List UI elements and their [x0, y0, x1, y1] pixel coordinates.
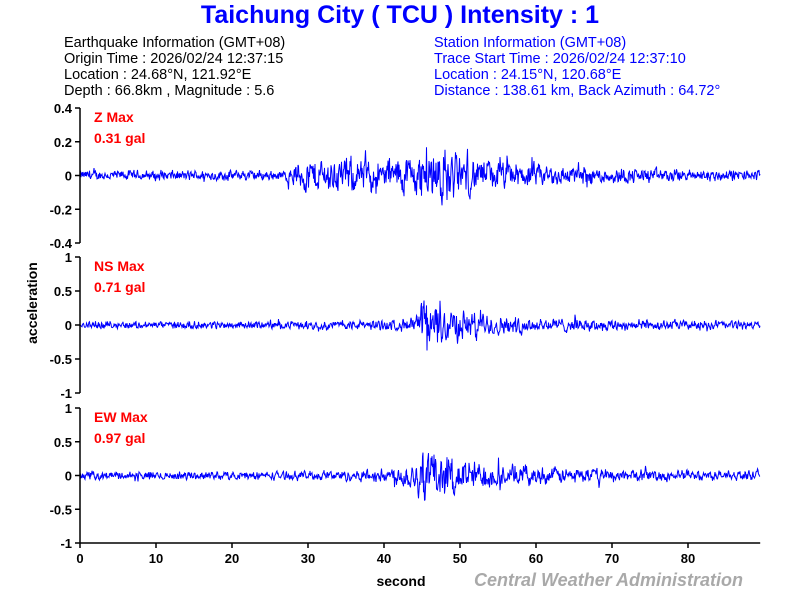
y-tick-label: 0.5 [54, 284, 72, 299]
station-info-heading: Station Information (GMT+08) [434, 35, 627, 51]
chart-title: Taichung City ( TCU ) Intensity : 1 [200, 1, 600, 29]
y-tick-label: 0.2 [54, 135, 72, 150]
x-tick-label: 30 [301, 551, 315, 566]
x-tick-label: 70 [605, 551, 619, 566]
y-tick-label: -1 [60, 386, 72, 401]
max-label-z: Z Max [94, 109, 134, 125]
y-tick-label: -0.5 [50, 502, 72, 517]
y-tick-label: 1 [65, 401, 72, 416]
y-tick-label: -0.2 [50, 202, 72, 217]
y-tick-label: 1 [65, 250, 72, 265]
y-tick-label: -1 [60, 536, 72, 551]
station-info: Station Information (GMT+08) Trace Start… [434, 35, 720, 99]
panel-ns: 1 0.5 0 -0.5 -1 NS Max 0.71 gal [50, 250, 761, 401]
max-label-ew: EW Max [94, 409, 148, 425]
waveform-ns [79, 300, 761, 351]
x-tick-label: 60 [529, 551, 543, 566]
max-label-ns: NS Max [94, 258, 145, 274]
station-location: Location : 24.15°N, 120.68°E [434, 67, 622, 83]
x-axis-title: second [376, 573, 425, 589]
x-tick-label: 40 [377, 551, 391, 566]
depth-magnitude: Depth : 66.8km , Magnitude : 5.6 [64, 83, 275, 99]
distance-azimuth: Distance : 138.61 km, Back Azimuth : 64.… [434, 83, 721, 99]
panel-z: 0.4 0.2 0 -0.2 -0.4 Z Max 0.31 gal [50, 101, 761, 251]
max-value-ns: 0.71 gal [94, 279, 145, 295]
waveform-ew [79, 452, 761, 501]
x-tick-label: 0 [76, 551, 83, 566]
trace-start-time: Trace Start Time : 2026/02/24 12:37:10 [434, 51, 686, 67]
panel-ew: 1 0.5 0 -0.5 -1 EW Max 0.97 gal [50, 401, 761, 551]
x-axis: 0 10 20 30 40 50 60 70 80 [76, 542, 761, 566]
y-tick-label: 0 [65, 318, 72, 333]
epicenter-location: Location : 24.68°N, 121.92°E [64, 67, 252, 83]
y-tick-label: -0.5 [50, 352, 72, 367]
max-value-z: 0.31 gal [94, 130, 145, 146]
x-tick-label: 20 [225, 551, 239, 566]
earthquake-info: Earthquake Information (GMT+08) Origin T… [64, 35, 285, 99]
x-tick-label: 80 [681, 551, 695, 566]
y-tick-label: 0.5 [54, 435, 72, 450]
y-tick-label: 0 [65, 469, 72, 484]
y-tick-label: 0.4 [54, 101, 73, 116]
max-value-ew: 0.97 gal [94, 430, 145, 446]
y-axis-title: acceleration [24, 262, 40, 344]
earthquake-info-heading: Earthquake Information (GMT+08) [64, 35, 286, 51]
credit-label: Central Weather Administration [474, 570, 744, 590]
x-tick-label: 50 [453, 551, 467, 566]
y-tick-label: -0.4 [50, 236, 73, 251]
waveform-z [79, 147, 761, 206]
y-tick-label: 0 [65, 169, 72, 184]
origin-time: Origin Time : 2026/02/24 12:37:15 [64, 51, 284, 67]
x-tick-label: 10 [149, 551, 163, 566]
